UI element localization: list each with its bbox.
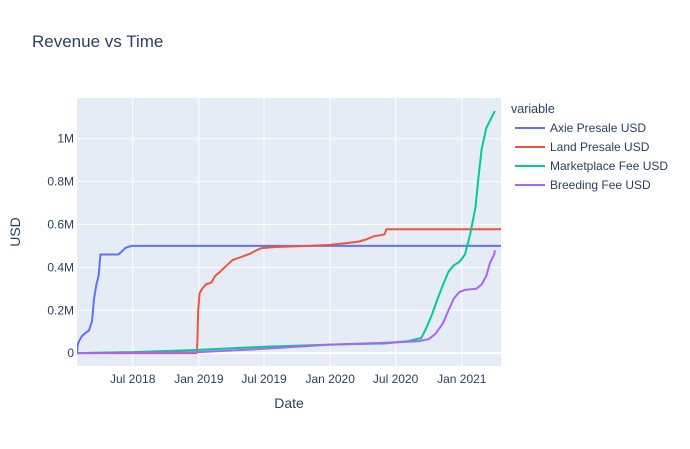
y-tick-label: 0.2M (47, 303, 74, 317)
x-tick-label: Jan 2019 (174, 372, 224, 386)
legend-label: Breeding Fee USD (550, 178, 651, 192)
legend-label: Marketplace Fee USD (550, 159, 668, 173)
plot-area (77, 98, 501, 366)
legend: variable Axie Presale USD Land Presale US… (511, 102, 668, 192)
x-tick-label: Jan 2020 (306, 372, 356, 386)
series-line-land-presale-usd (77, 228, 501, 355)
y-tick-label: 0.6M (47, 218, 74, 232)
y-tick-label: 1M (57, 132, 74, 146)
x-tick-label: Jul 2019 (241, 372, 287, 386)
legend-item[interactable]: Land Presale USD (515, 140, 650, 154)
x-tick-labels: Jul 2018 Jan 2019 Jul 2019 Jan 2020 Jul 2020… (110, 372, 487, 386)
legend-item[interactable]: Marketplace Fee USD (515, 159, 668, 173)
y-tick-label: 0.4M (47, 260, 74, 274)
legend-label: Land Presale USD (550, 140, 650, 154)
y-tick-labels: 0 0.2M 0.4M 0.6M 0.8M 1M (47, 132, 74, 360)
x-tick-label: Jul 2020 (373, 372, 419, 386)
legend-item[interactable]: Axie Presale USD (515, 121, 646, 135)
chart-title: Revenue vs Time (32, 32, 163, 51)
x-tick-label: Jul 2018 (110, 372, 156, 386)
legend-items: Axie Presale USD Land Presale USD Marketpl… (515, 121, 668, 192)
series-line-breeding-fee-usd (77, 250, 496, 355)
x-tick-label: Jan 2021 (437, 372, 487, 386)
legend-label: Axie Presale USD (550, 121, 646, 135)
series-lines (77, 110, 501, 355)
legend-item[interactable]: Breeding Fee USD (515, 178, 651, 192)
legend-title: variable (511, 102, 555, 116)
x-axis-label: Date (274, 395, 304, 411)
x-gridlines (132, 98, 463, 366)
y-axis-label: USD (7, 217, 23, 247)
y-tick-label: 0 (67, 346, 74, 360)
series-line-axie-presale-usd (77, 244, 501, 354)
y-tick-label: 0.8M (47, 175, 74, 189)
